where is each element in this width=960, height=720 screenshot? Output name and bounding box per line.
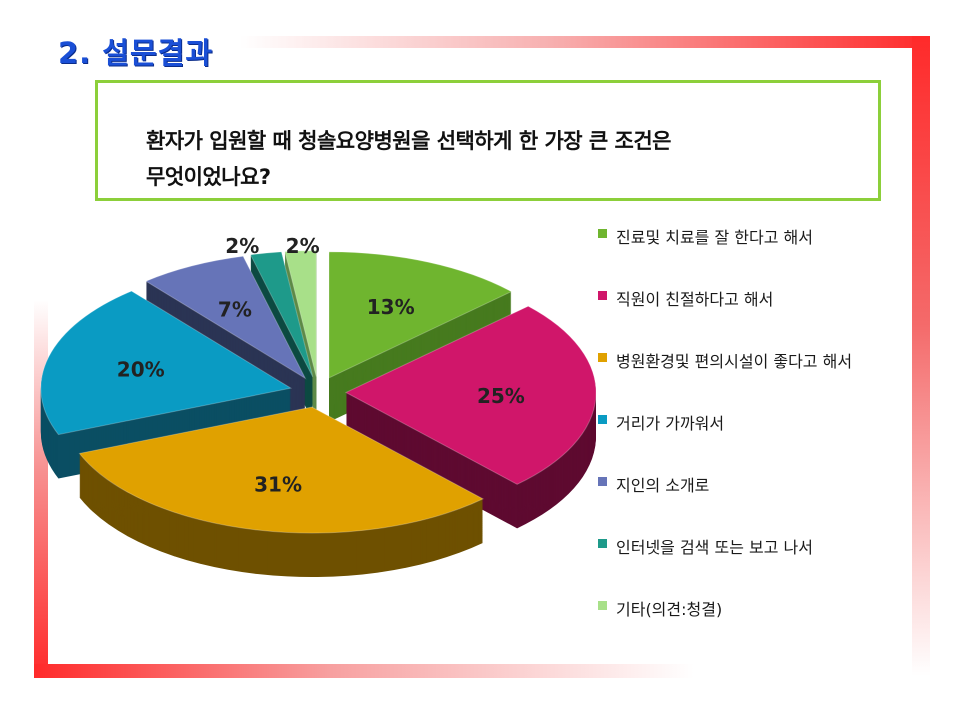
legend-label: 거리가 가까워서 <box>616 414 725 433</box>
legend-label: 병원환경및 편의시설이 좋다고 해서 <box>616 352 853 371</box>
slice-top <box>249 251 314 378</box>
data-label-4: 7% <box>218 298 252 322</box>
frame-top-bar <box>240 36 930 48</box>
legend-label: 기타(의견:청결) <box>616 600 723 619</box>
pie-slice-0 <box>328 251 513 422</box>
legend-swatch <box>598 353 607 362</box>
slice-top <box>40 290 293 436</box>
slice-top <box>328 251 513 379</box>
legend-swatch <box>598 291 607 300</box>
legend-swatch <box>598 415 607 424</box>
legend-label: 인터넷을 검색 또는 보고 나서 <box>616 538 813 557</box>
data-label-2: 31% <box>254 472 302 496</box>
legend-label: 지인의 소개로 <box>616 476 710 495</box>
legend-label: 진료및 치료를 잘 한다고 해서 <box>616 228 813 247</box>
legend-swatch <box>598 477 607 486</box>
pie-slice-1 <box>344 305 597 529</box>
legend-swatch <box>598 601 607 610</box>
slice-top <box>144 255 307 380</box>
legend-swatch <box>598 539 607 548</box>
legend-swatch <box>598 229 607 238</box>
frame-bottom-bar <box>34 664 694 678</box>
question-line-1: 환자가 입원할 때 청솔요양병원을 선택하게 한 가장 큰 조건은 <box>146 129 672 153</box>
question-line-2: 무엇이었나요? <box>146 165 271 189</box>
data-label-1: 25% <box>477 384 525 408</box>
data-label-0: 13% <box>367 295 415 319</box>
slice-top <box>284 250 317 377</box>
legend-label: 직원이 친절하다고 해서 <box>616 290 774 309</box>
question-text: 환자가 입원할 때 청솔요양병원을 선택하게 한 가장 큰 조건은 무엇이었나요… <box>146 123 846 195</box>
data-label-6: 2% <box>286 234 320 258</box>
pie-slice-2 <box>78 406 485 578</box>
slide-title: 2. 설문결과 <box>58 36 214 70</box>
frame-right-bar <box>912 36 930 676</box>
slice-top <box>344 305 597 485</box>
slice-top <box>78 406 485 534</box>
data-label-3: 20% <box>117 358 165 382</box>
data-label-5: 2% <box>225 234 259 258</box>
question-box: 환자가 입원할 때 청솔요양병원을 선택하게 한 가장 큰 조건은 무엇이었나요… <box>95 80 881 201</box>
